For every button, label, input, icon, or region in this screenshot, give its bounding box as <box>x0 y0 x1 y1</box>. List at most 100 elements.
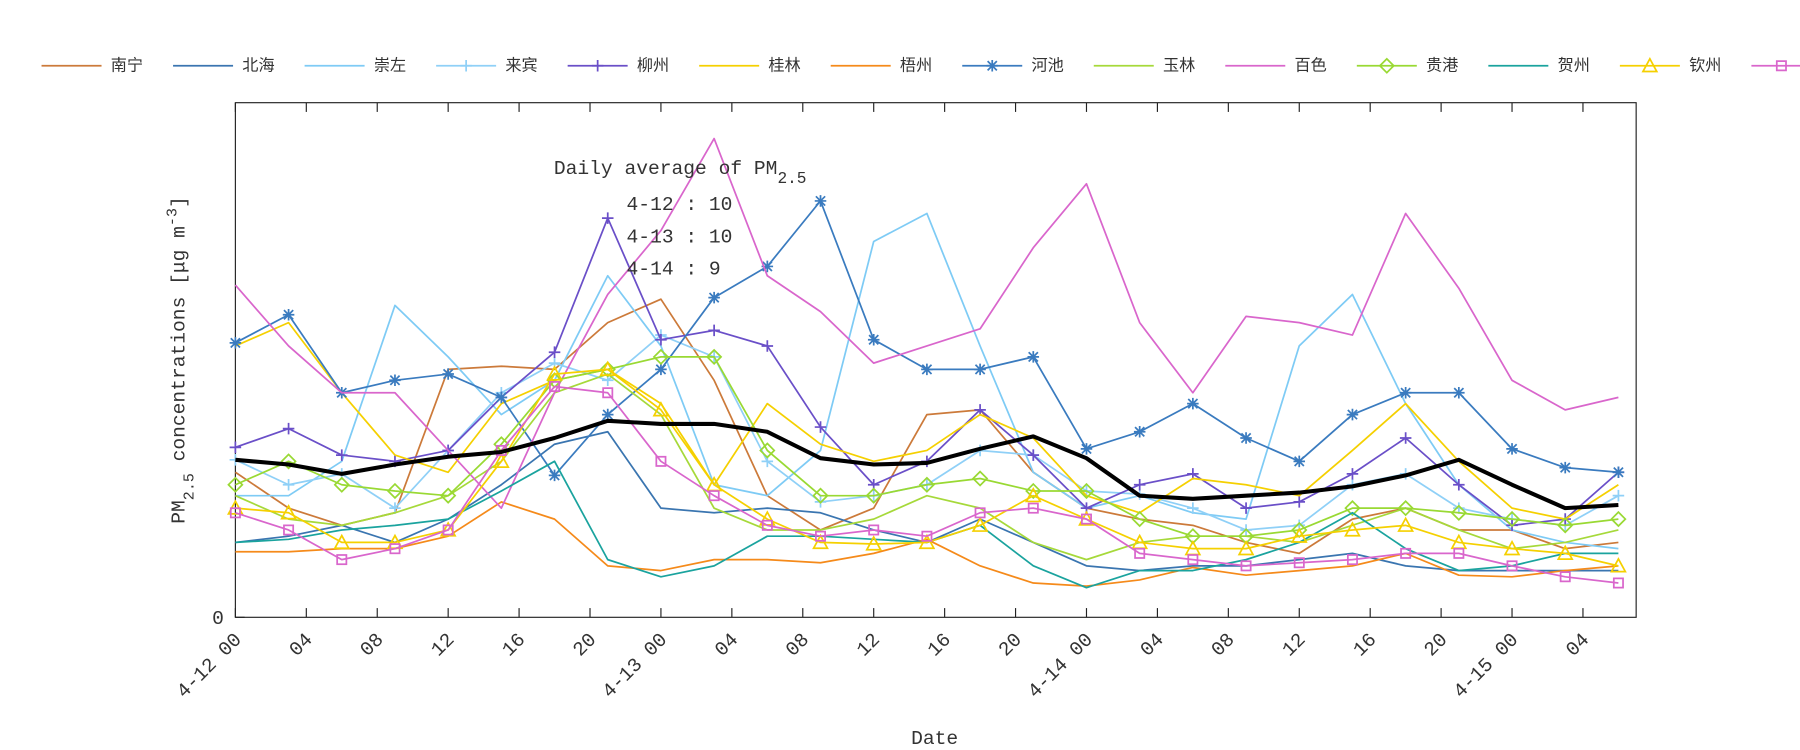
series-line <box>234 137 1619 510</box>
legend-marker <box>460 59 472 72</box>
marker <box>1237 539 1255 556</box>
marker <box>1503 539 1521 556</box>
x-tick-label: 4-12 00 <box>173 629 247 703</box>
marker <box>1078 482 1095 500</box>
marker <box>336 449 348 461</box>
x-tick-label: 04 <box>285 629 317 661</box>
marker <box>652 348 670 366</box>
series-line <box>235 418 1619 511</box>
marker <box>333 533 351 550</box>
x-tick-label: 12 <box>427 629 459 661</box>
legend: 南宁北海崇左来宾柳州桂林梧州河池玉林百色贵港贺州钦州防城港 <box>41 55 1800 74</box>
marker <box>1506 443 1518 455</box>
marker <box>655 333 667 346</box>
x-tick-label: 20 <box>1420 629 1452 661</box>
x-tick-label: 04 <box>711 629 743 661</box>
legend-label: 贺州 <box>1558 55 1590 74</box>
marker <box>812 533 829 550</box>
legend-label: 桂林 <box>768 55 800 74</box>
marker <box>1399 386 1412 399</box>
marker <box>1399 432 1412 444</box>
marker <box>761 519 773 531</box>
marker <box>1081 513 1092 525</box>
series-line <box>235 212 1619 550</box>
marker <box>1187 397 1199 410</box>
marker <box>1453 386 1465 399</box>
marker <box>1024 486 1042 503</box>
marker <box>599 360 617 376</box>
marker <box>1133 478 1146 491</box>
series-line <box>234 200 1619 477</box>
marker <box>1506 560 1518 572</box>
annotation-part: 2.5 <box>777 170 806 188</box>
legend-label: 钦州 <box>1689 55 1721 74</box>
marker <box>655 455 667 467</box>
legend-label: 北海 <box>242 55 274 74</box>
x-tick-label: 20 <box>995 629 1027 661</box>
marker <box>1187 554 1199 566</box>
marker <box>442 368 454 380</box>
x-tick-label: 20 <box>569 629 601 661</box>
annotation-part: Daily average of PM <box>554 158 778 180</box>
y-label-part: PM <box>169 500 191 524</box>
marker <box>1346 554 1358 566</box>
plot-area <box>227 137 1627 589</box>
marker <box>1612 489 1625 502</box>
marker <box>389 374 401 387</box>
marker <box>1453 478 1465 491</box>
marker <box>865 535 883 551</box>
marker <box>1453 547 1465 559</box>
marker <box>812 487 829 504</box>
x-tick-label: 4-14 00 <box>1024 629 1098 703</box>
marker <box>1133 425 1146 438</box>
marker <box>974 507 986 519</box>
marker <box>333 476 350 493</box>
y-label-part: -3 <box>164 208 181 226</box>
marker <box>227 476 244 493</box>
marker <box>1293 557 1305 569</box>
marker <box>1027 351 1040 363</box>
marker <box>1556 544 1574 561</box>
series-line <box>235 356 1619 538</box>
x-tick-label: 16 <box>1349 629 1381 661</box>
marker <box>1346 468 1359 480</box>
marker <box>921 363 933 376</box>
marker <box>918 476 936 493</box>
marker <box>1080 443 1093 455</box>
marker <box>815 530 826 542</box>
legend-label: 贵港 <box>1426 55 1458 74</box>
marker <box>1397 500 1414 517</box>
marker <box>1503 510 1521 528</box>
marker <box>1397 516 1415 532</box>
marker <box>546 365 563 381</box>
marker <box>602 387 614 399</box>
marker <box>282 422 295 435</box>
x-tick-label: 16 <box>498 629 530 661</box>
marker <box>1559 571 1571 583</box>
marker <box>601 408 614 421</box>
marker <box>971 516 989 532</box>
marker <box>868 524 880 536</box>
marker <box>229 441 242 454</box>
marker <box>1400 547 1412 559</box>
series-line <box>235 373 1619 561</box>
series-line <box>235 368 1619 567</box>
marker <box>1557 517 1574 534</box>
marker <box>1027 502 1039 514</box>
marker <box>599 361 616 378</box>
marker <box>229 337 242 349</box>
marker <box>1240 432 1252 444</box>
marker <box>548 346 561 358</box>
marker <box>708 291 720 304</box>
x-tick-label: 04 <box>1562 629 1594 661</box>
marker <box>759 442 776 459</box>
marker <box>918 533 936 550</box>
y-label-part: ] <box>169 196 191 208</box>
marker <box>708 324 720 337</box>
marker <box>705 348 723 366</box>
marker <box>229 507 241 519</box>
marker <box>865 487 882 504</box>
marker <box>440 487 457 504</box>
marker <box>761 340 774 352</box>
